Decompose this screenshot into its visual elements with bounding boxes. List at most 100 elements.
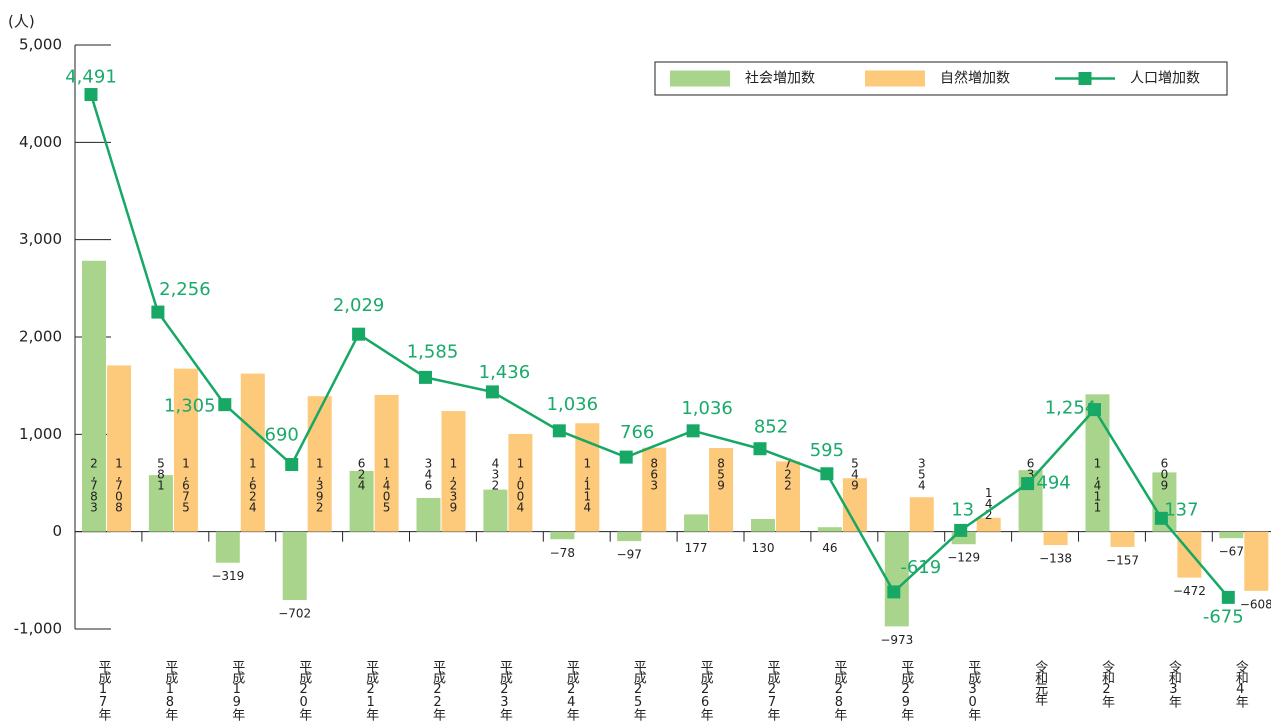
line-marker <box>954 523 968 537</box>
line-value-label: 690 <box>265 425 299 446</box>
bar <box>508 433 533 532</box>
bar-value-label: 1,411 <box>1091 457 1105 512</box>
bar <box>1244 531 1269 591</box>
bar-value-label: 142 <box>982 486 996 519</box>
line-marker <box>820 467 834 481</box>
bar-value-label: −97 <box>617 548 642 562</box>
x-tick-label: 平成27年 <box>765 660 781 721</box>
x-tick-label: 平成29年 <box>898 660 914 721</box>
unit-label: (人) <box>8 13 35 31</box>
x-tick-label: 平成30年 <box>965 660 981 721</box>
line-value-label: 4,491 <box>65 67 117 88</box>
bar <box>776 461 800 532</box>
line-value-label: 494 <box>1036 473 1070 494</box>
bar <box>416 497 441 532</box>
bar <box>148 475 173 532</box>
bar-value-label: 1,624 <box>246 457 260 512</box>
bar-value-label: −78 <box>550 546 575 560</box>
y-tick-label: 3,000 <box>19 230 62 248</box>
x-tick-label: 平成25年 <box>631 660 647 721</box>
line-value-label: 2,256 <box>159 279 211 300</box>
line-marker <box>285 458 299 472</box>
bar <box>884 531 909 627</box>
line-value-label: 1,036 <box>681 398 733 419</box>
bar-value-label: 549 <box>848 457 862 490</box>
line-marker <box>419 370 432 384</box>
x-tick-label: 令和2年 <box>1099 660 1115 708</box>
line-marker <box>151 305 165 319</box>
line-marker <box>686 424 700 438</box>
x-tick-label: 平成18年 <box>162 660 178 721</box>
line-value-label: 13 <box>951 499 974 520</box>
bar-value-label: 863 <box>647 457 661 490</box>
line <box>89 94 1230 599</box>
x-tick-label: 平成21年 <box>363 660 379 721</box>
line-marker <box>84 88 98 102</box>
bar <box>684 514 709 532</box>
bar <box>107 365 131 532</box>
bar <box>1219 531 1244 539</box>
line-marker <box>352 327 366 341</box>
y-tick-label: 0 <box>52 522 62 540</box>
bar-value-label: 432 <box>488 457 502 490</box>
bar-value-label: 46 <box>822 541 837 555</box>
line-marker <box>619 450 633 464</box>
line-value-label: 1,036 <box>547 394 599 415</box>
x-tick-label: 平成24年 <box>564 660 580 721</box>
legend-swatch <box>670 70 730 87</box>
line-value-label: 1,254 <box>1045 398 1097 419</box>
legend-box <box>654 61 1228 96</box>
bar-value-label: 624 <box>355 457 369 490</box>
bar-value-label: 1,392 <box>313 457 327 512</box>
bar-value-label: 346 <box>422 457 436 490</box>
bar-value-label: 1,004 <box>513 457 527 512</box>
bar-value-label: 1,405 <box>380 457 394 512</box>
bar <box>173 368 198 532</box>
x-tick-label: 平成28年 <box>831 660 847 721</box>
line-marker <box>218 398 232 412</box>
bar <box>617 531 642 542</box>
bar <box>349 470 374 532</box>
line-value-label: 1,436 <box>479 362 531 383</box>
x-tick-label: 平成19年 <box>229 660 245 721</box>
bar <box>240 373 265 532</box>
y-tick-label: 2,000 <box>19 328 62 346</box>
bar <box>976 517 1001 532</box>
x-tick-label: 令和3年 <box>1166 660 1182 708</box>
bar <box>1110 531 1135 547</box>
bar <box>82 260 106 532</box>
legend-marker <box>1078 72 1092 85</box>
line-marker <box>1088 403 1101 417</box>
bar-value-label: −608 <box>1240 597 1271 611</box>
bar <box>282 531 307 600</box>
line-value-label: 595 <box>810 440 844 461</box>
x-tick-label: 令和4年 <box>1233 660 1249 708</box>
line-value-label: 852 <box>754 417 788 438</box>
bar <box>817 527 842 532</box>
line-marker <box>1221 590 1235 604</box>
x-tick-label: 平成22年 <box>430 660 446 721</box>
bar-value-label: −157 <box>1106 553 1139 567</box>
line-marker <box>485 385 499 399</box>
bar-value-label: −129 <box>947 551 980 565</box>
bar-value-label: 1,239 <box>447 457 461 512</box>
legend-label: 自然増加数 <box>940 70 1010 87</box>
bar <box>374 394 399 532</box>
line-marker <box>887 585 901 599</box>
bar-value-label: 130 <box>752 541 775 555</box>
bar-value-label: 177 <box>685 541 708 555</box>
bar <box>441 411 466 532</box>
bar-value-label: −138 <box>1039 552 1072 566</box>
x-tick-label: 平成26年 <box>698 660 714 721</box>
bar-value-label: 1,708 <box>112 457 126 512</box>
bar-value-label: 1,114 <box>580 457 594 512</box>
line-value-label: 766 <box>620 422 654 443</box>
bar <box>709 448 734 532</box>
legend-label: 人口増加数 <box>1130 71 1200 87</box>
bar <box>642 447 667 532</box>
line-value-label: 1,585 <box>407 341 459 362</box>
bar-value-label: 722 <box>781 457 795 490</box>
bar <box>550 531 575 540</box>
y-tick-label: 4,000 <box>19 133 62 151</box>
bar <box>1043 531 1068 546</box>
